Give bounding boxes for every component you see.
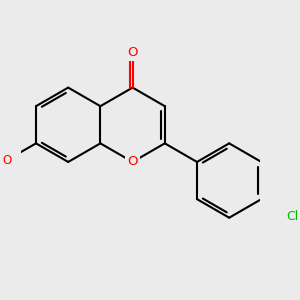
Text: O: O — [127, 155, 138, 169]
Text: Cl: Cl — [286, 210, 298, 223]
Text: O: O — [127, 46, 138, 59]
Text: O: O — [2, 154, 12, 166]
